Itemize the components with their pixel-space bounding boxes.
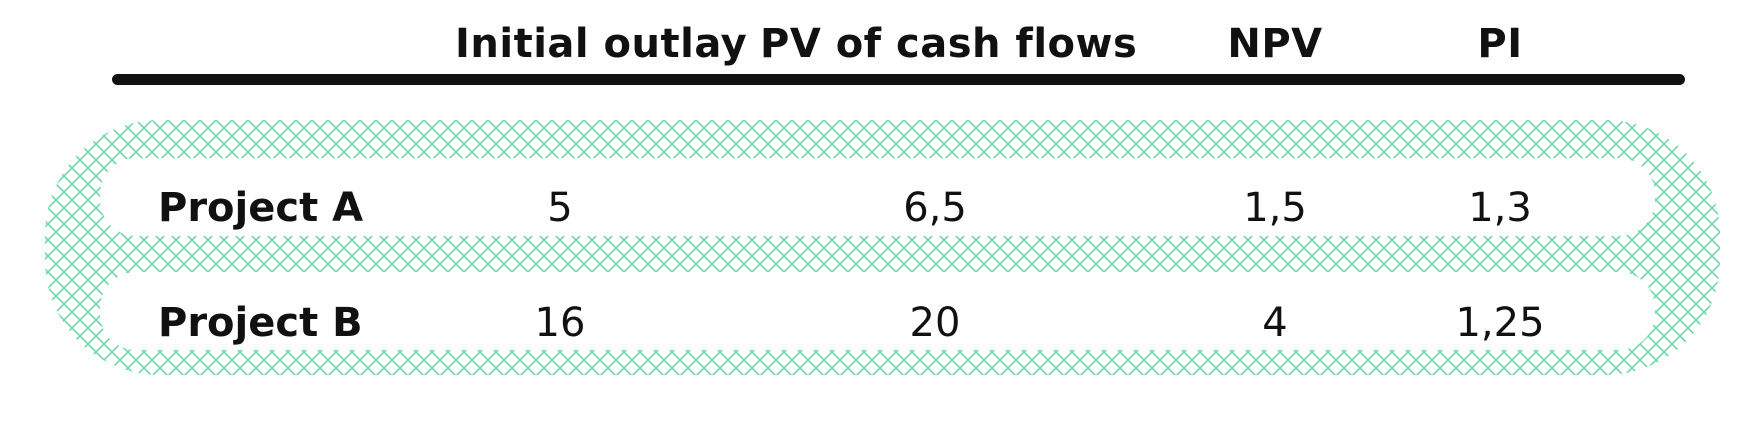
cell-project-b-npv: 4 [1262, 300, 1288, 346]
column-header-pv-cash-flows: PV of cash flows [760, 21, 1138, 67]
row-label-project-b: Project B [158, 300, 363, 346]
cell-project-b-initial-outlay: 16 [534, 300, 586, 346]
column-header-pi: PI [1477, 21, 1523, 67]
cell-project-b-pv-cash-flows: 20 [909, 300, 961, 346]
column-header-npv: NPV [1227, 21, 1323, 67]
cell-project-a-initial-outlay: 5 [547, 185, 573, 231]
row-label-project-a: Project A [158, 185, 364, 231]
cell-project-a-pi: 1,3 [1468, 185, 1532, 231]
header-rule [112, 74, 1685, 85]
cell-project-a-pv-cash-flows: 6,5 [903, 185, 967, 231]
cell-project-b-pi: 1,25 [1455, 300, 1545, 346]
column-header-initial-outlay: Initial outlay [455, 21, 748, 67]
cell-project-a-npv: 1,5 [1243, 185, 1307, 231]
